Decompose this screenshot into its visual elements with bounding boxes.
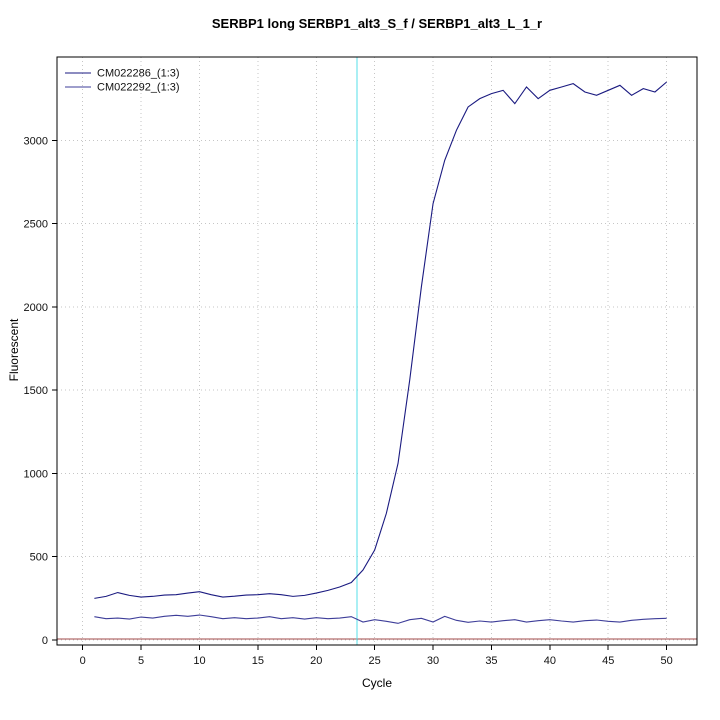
- x-tick-label: 10: [193, 655, 205, 667]
- x-tick-label: 0: [80, 655, 86, 667]
- legend-label: CM022286_(1:3): [97, 68, 180, 80]
- y-tick-label: 2500: [24, 219, 48, 231]
- x-tick-label: 45: [602, 655, 614, 667]
- x-tick-label: 30: [427, 655, 439, 667]
- y-tick-label: 3000: [24, 135, 48, 147]
- y-tick-label: 1500: [24, 385, 48, 397]
- x-tick-label: 50: [661, 655, 673, 667]
- x-tick-label: 5: [138, 655, 144, 667]
- y-tick-label: 0: [42, 635, 48, 647]
- x-tick-label: 15: [252, 655, 264, 667]
- x-axis-label: Cycle: [361, 676, 392, 690]
- series-line-1: [94, 614, 667, 624]
- x-tick-label: 35: [485, 655, 497, 667]
- y-tick-label: 500: [30, 552, 48, 564]
- legend-label: CM022292_(1:3): [97, 82, 180, 94]
- y-axis-label: Fluorescent: [7, 318, 21, 382]
- x-tick-label: 20: [310, 655, 322, 667]
- chart-title: SERBP1 long SERBP1_alt3_S_f / SERBP1_alt…: [211, 16, 543, 31]
- x-tick-label: 25: [369, 655, 381, 667]
- x-tick-label: 40: [544, 655, 556, 667]
- plot-border: [56, 56, 698, 646]
- y-tick-label: 2000: [24, 302, 48, 314]
- series-line-0: [94, 81, 667, 599]
- y-tick-label: 1000: [24, 468, 48, 480]
